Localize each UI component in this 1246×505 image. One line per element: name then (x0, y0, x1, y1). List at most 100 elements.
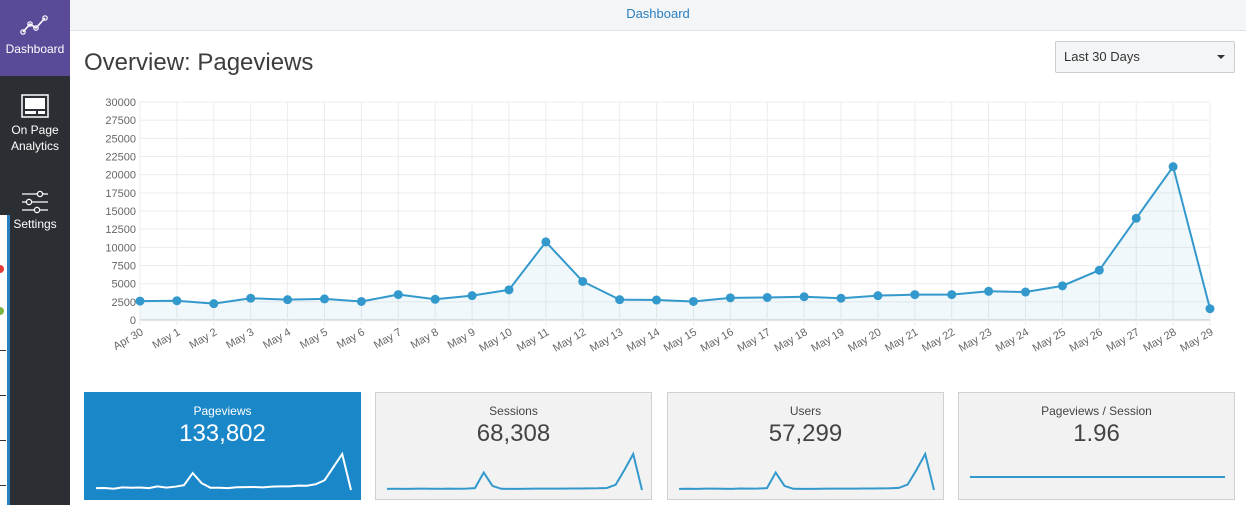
x-tick-label: May 8 (409, 326, 441, 351)
x-tick-label: May 29 (1178, 326, 1215, 354)
data-point (393, 290, 403, 300)
data-point (984, 286, 994, 296)
data-point (1021, 287, 1031, 297)
sliders-icon (22, 190, 48, 214)
stat-title: Pageviews (193, 404, 252, 418)
stat-card-sessions[interactable]: Sessions 68,308 (375, 392, 652, 500)
divider (0, 395, 6, 396)
data-point (1168, 162, 1178, 172)
data-point (615, 295, 625, 305)
y-tick-label: 25000 (105, 133, 136, 145)
x-tick-label: May 14 (625, 326, 662, 354)
top-bar: Dashboard (70, 0, 1246, 31)
sparkline-series (95, 451, 352, 491)
x-tick-label: May 5 (298, 326, 330, 351)
y-tick-label: 20000 (105, 170, 136, 182)
breadcrumb-dashboard[interactable]: Dashboard (626, 6, 690, 21)
x-tick-label: May 17 (735, 326, 772, 354)
y-tick-label: 15000 (105, 206, 136, 218)
x-tick-label: May 2 (187, 326, 219, 351)
x-tick-label: May 3 (224, 326, 256, 351)
sparkline (386, 451, 643, 491)
x-tick-label: May 19 (809, 326, 846, 354)
x-tick-label: May 16 (699, 326, 736, 354)
stat-title: Users (789, 404, 822, 418)
sparkline (95, 451, 352, 491)
x-tick-label: May 1 (150, 326, 182, 351)
date-range-select[interactable]: Last 30 Days (1055, 41, 1235, 73)
data-point (319, 294, 329, 304)
y-tick-label: 10000 (105, 242, 136, 254)
y-tick-label: 12500 (105, 224, 136, 236)
stat-value: 1.96 (1073, 420, 1120, 447)
sidebar: Dashboard On Page Analytics Settings (0, 0, 70, 505)
line-chart-icon (20, 15, 48, 35)
data-point (836, 293, 846, 303)
x-tick-label: May 21 (883, 326, 920, 354)
divider (0, 350, 6, 351)
series-line (139, 164, 1211, 309)
data-point (799, 292, 809, 302)
y-tick-label: 30000 (105, 97, 136, 109)
sidebar-item-label: On Page Analytics (10, 123, 60, 153)
green-status-dot (0, 307, 4, 315)
background-window-edge (0, 215, 10, 505)
sparkline (970, 476, 1225, 478)
stat-title: Pageviews / Session (1041, 404, 1152, 418)
data-point (652, 295, 662, 305)
series-area (140, 166, 1210, 320)
data-point (873, 291, 883, 301)
data-point (578, 276, 588, 286)
x-tick-label: May 13 (588, 326, 625, 354)
stat-value: 57,299 (768, 420, 843, 447)
stat-value: 133,802 (179, 420, 266, 447)
x-tick-label: May 24 (994, 326, 1031, 354)
data-point (430, 294, 440, 304)
x-tick-label: Apr 30 (111, 326, 145, 353)
stat-card-pageviews[interactable]: Pageviews 133,802 (84, 392, 361, 500)
y-tick-label: 2500 (112, 297, 136, 309)
x-tick-label: May 20 (846, 326, 883, 354)
sparkline-series (678, 451, 935, 491)
data-point (1094, 265, 1104, 275)
pageviews-chart: 0 2500 5000 7500 10000 12500 15000 17500 20000 22… (105, 97, 1215, 355)
y-tick-label: 27500 (105, 115, 136, 127)
stat-card-pageviews-per-session[interactable]: Pageviews / Session 1.96 (958, 392, 1235, 500)
page-title: Overview: Pageviews (84, 49, 314, 76)
data-point (467, 291, 477, 301)
y-tick-label: 5000 (112, 279, 136, 291)
x-tick-label: May 11 (515, 326, 552, 354)
x-tick-label: May 6 (335, 326, 367, 351)
red-status-dot (0, 265, 4, 273)
x-tick-label: May 25 (1031, 326, 1068, 354)
divider (0, 440, 6, 441)
x-tick-label: May 18 (772, 326, 809, 354)
x-tick-label: May 4 (261, 326, 293, 351)
data-point (246, 293, 256, 303)
x-tick-label: May 9 (446, 326, 478, 351)
data-point (910, 290, 920, 300)
stat-title: Sessions (489, 404, 538, 418)
caret-down-icon (1217, 55, 1225, 59)
data-point (762, 292, 772, 302)
stat-value: 68,308 (476, 420, 551, 447)
y-tick-label: 7500 (112, 261, 136, 273)
data-point (172, 296, 182, 306)
data-point (356, 296, 366, 306)
y-tick-label: 17500 (105, 188, 136, 200)
data-point (541, 237, 551, 247)
date-range-value: Last 30 Days (1064, 49, 1140, 64)
y-tick-label: 0 (130, 315, 136, 327)
sidebar-item-label: Dashboard (5, 42, 65, 56)
sidebar-item-settings[interactable]: Settings (0, 190, 70, 236)
sidebar-item-dashboard[interactable]: Dashboard (0, 0, 70, 76)
stat-card-users[interactable]: Users 57,299 (667, 392, 944, 500)
sidebar-item-on-page-analytics[interactable]: On Page Analytics (0, 94, 70, 158)
data-point (1205, 304, 1215, 314)
data-point (1057, 281, 1067, 291)
x-tick-label: May 10 (477, 326, 514, 354)
data-point (283, 295, 293, 305)
data-point (209, 299, 219, 309)
data-point (135, 296, 145, 306)
data-point (1131, 213, 1141, 223)
